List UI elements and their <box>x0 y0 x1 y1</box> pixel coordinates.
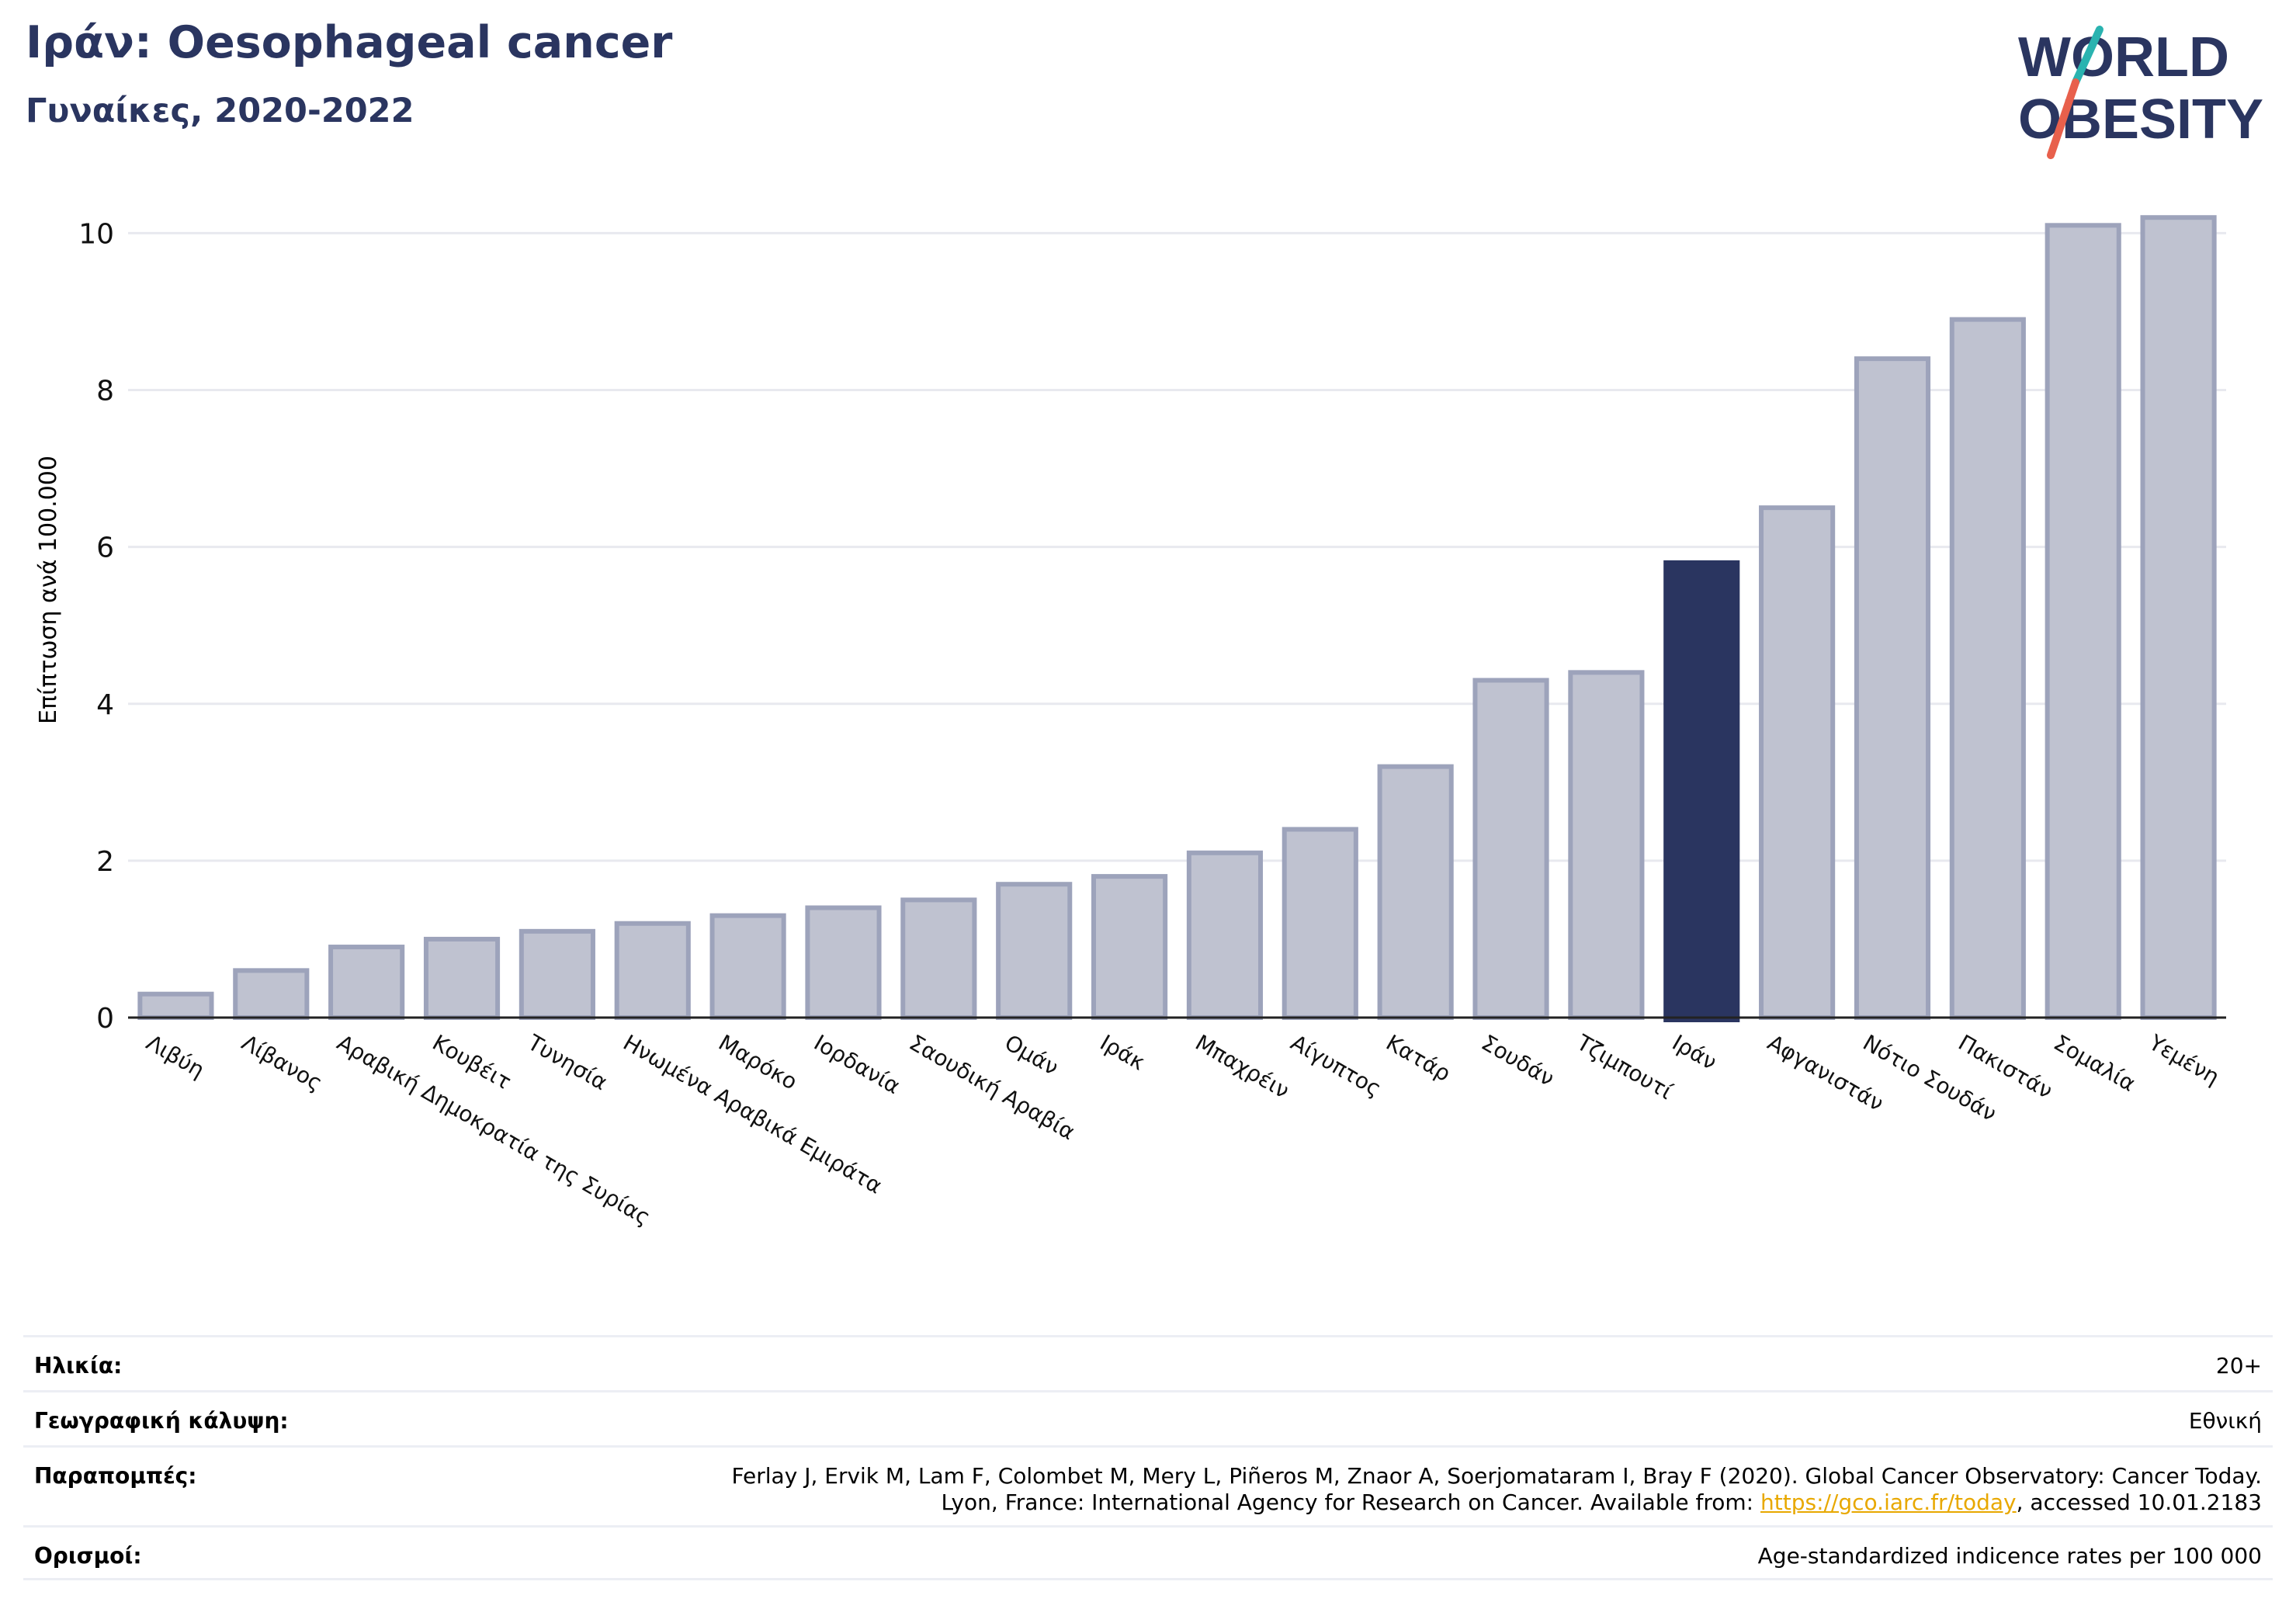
bar-2 <box>233 968 310 1020</box>
x-tick-label: Σουδάν <box>1477 1029 1559 1091</box>
coverage-label: Γεωγραφική κάλυψη: <box>34 1408 289 1434</box>
age-label: Ηλικία: <box>34 1353 123 1379</box>
y-tick-label: 6 <box>96 532 114 564</box>
bar-13 <box>1282 827 1358 1021</box>
definitions-label: Ορισμοί: <box>34 1543 142 1569</box>
meta-row-definitions: Ορισμοί: Age-standardized indicence rate… <box>23 1525 2273 1580</box>
references-link[interactable]: https://gco.iarc.fr/today <box>1760 1489 2017 1515</box>
x-tick-label: Τζιμπουτί <box>1572 1029 1677 1105</box>
references-label: Παραπομπές: <box>34 1463 197 1489</box>
bar-5 <box>519 928 595 1021</box>
bar-6 <box>614 921 691 1020</box>
meta-row-age: Ηλικία: 20+ <box>23 1335 2273 1390</box>
bar-14 <box>1377 764 1454 1020</box>
references-line-2-pre: Lyon, France: International Agency for R… <box>941 1489 1760 1515</box>
y-axis-label: Επίπτωση ανά 100.000 <box>35 456 62 724</box>
bar-11 <box>1091 874 1168 1021</box>
y-axis-ticks: 0 2 4 6 8 10 <box>78 218 114 1035</box>
x-tick-label: Κατάρ <box>1382 1029 1455 1087</box>
bar-4 <box>423 936 501 1020</box>
bar-17 <box>1663 560 1740 1022</box>
references-line-2-post: , accessed 10.01.2183 <box>2016 1489 2262 1515</box>
x-tick-label: Λίβανος <box>238 1029 327 1096</box>
bars <box>137 215 2217 1022</box>
meta-row-coverage: Γεωγραφική κάλυψη: Εθνική <box>23 1390 2273 1445</box>
bar-10 <box>996 882 1073 1020</box>
x-tick-label: Μπαχρέιν <box>1191 1029 1293 1103</box>
bar-3 <box>328 945 405 1021</box>
x-tick-label: Ομάν <box>1001 1029 1063 1080</box>
references-value: Ferlay J, Ervik M, Lam F, Colombet M, Me… <box>731 1448 2262 1516</box>
bar-19 <box>1854 356 1931 1021</box>
y-tick-label: 2 <box>96 846 114 878</box>
x-tick-label: Τυνησία <box>523 1029 612 1095</box>
x-tick-label: Ιορδανία <box>810 1029 904 1099</box>
bar-21 <box>2045 223 2121 1020</box>
bar-16 <box>1568 670 1645 1020</box>
x-tick-label: Λιβύη <box>142 1029 209 1083</box>
bar-12 <box>1186 850 1264 1020</box>
logo-slash-red <box>2047 78 2079 159</box>
y-tick-label: 10 <box>78 218 114 250</box>
x-tick-label: Σαουδική Αραβία <box>905 1029 1080 1145</box>
age-value: 20+ <box>2215 1353 2262 1379</box>
meta-row-references: Παραπομπές: Ferlay J, Ervik M, Lam F, Co… <box>23 1445 2273 1525</box>
world-obesity-logo: WORLD OBESITY <box>2018 26 2263 159</box>
references-line-1: Ferlay J, Ervik M, Lam F, Colombet M, Me… <box>731 1463 2262 1489</box>
x-tick-label: Αίγυπτος <box>1286 1029 1386 1101</box>
y-tick-label: 0 <box>96 1003 114 1035</box>
bar-18 <box>1759 505 1836 1020</box>
coverage-value: Εθνική <box>2188 1408 2262 1434</box>
bar-22 <box>2140 215 2217 1020</box>
chart-subtitle: Γυναίκες, 2020-2022 <box>26 92 414 130</box>
chart-title: Ιράν: Oesophageal cancer <box>26 17 673 68</box>
logo-slash-teal <box>2072 26 2104 86</box>
x-tick-label: Σομαλία <box>2049 1029 2140 1096</box>
definitions-value: Age-standardized indicence rates per 100… <box>1757 1543 2262 1569</box>
bar-1 <box>137 991 214 1021</box>
y-tick-label: 8 <box>96 376 114 407</box>
metadata-table: Ηλικία: 20+ Γεωγραφική κάλυψη: Εθνική Πα… <box>23 1335 2273 1580</box>
logo-text-world: WORLD <box>2018 26 2229 88</box>
x-axis-labels: Λιβύη Λίβανος Αραβική Δημοκρατία της Συρία… <box>142 1029 2224 1230</box>
bar-8 <box>805 905 882 1021</box>
x-tick-label: Υεμένη <box>2144 1029 2224 1090</box>
bar-7 <box>709 913 786 1020</box>
x-tick-label: Ιράκ <box>1096 1029 1150 1075</box>
bar-20 <box>1949 317 2026 1020</box>
bar-15 <box>1472 678 1549 1020</box>
y-tick-label: 4 <box>96 689 114 721</box>
x-tick-label: Ιράν <box>1668 1029 1722 1075</box>
bar-9 <box>900 897 977 1020</box>
